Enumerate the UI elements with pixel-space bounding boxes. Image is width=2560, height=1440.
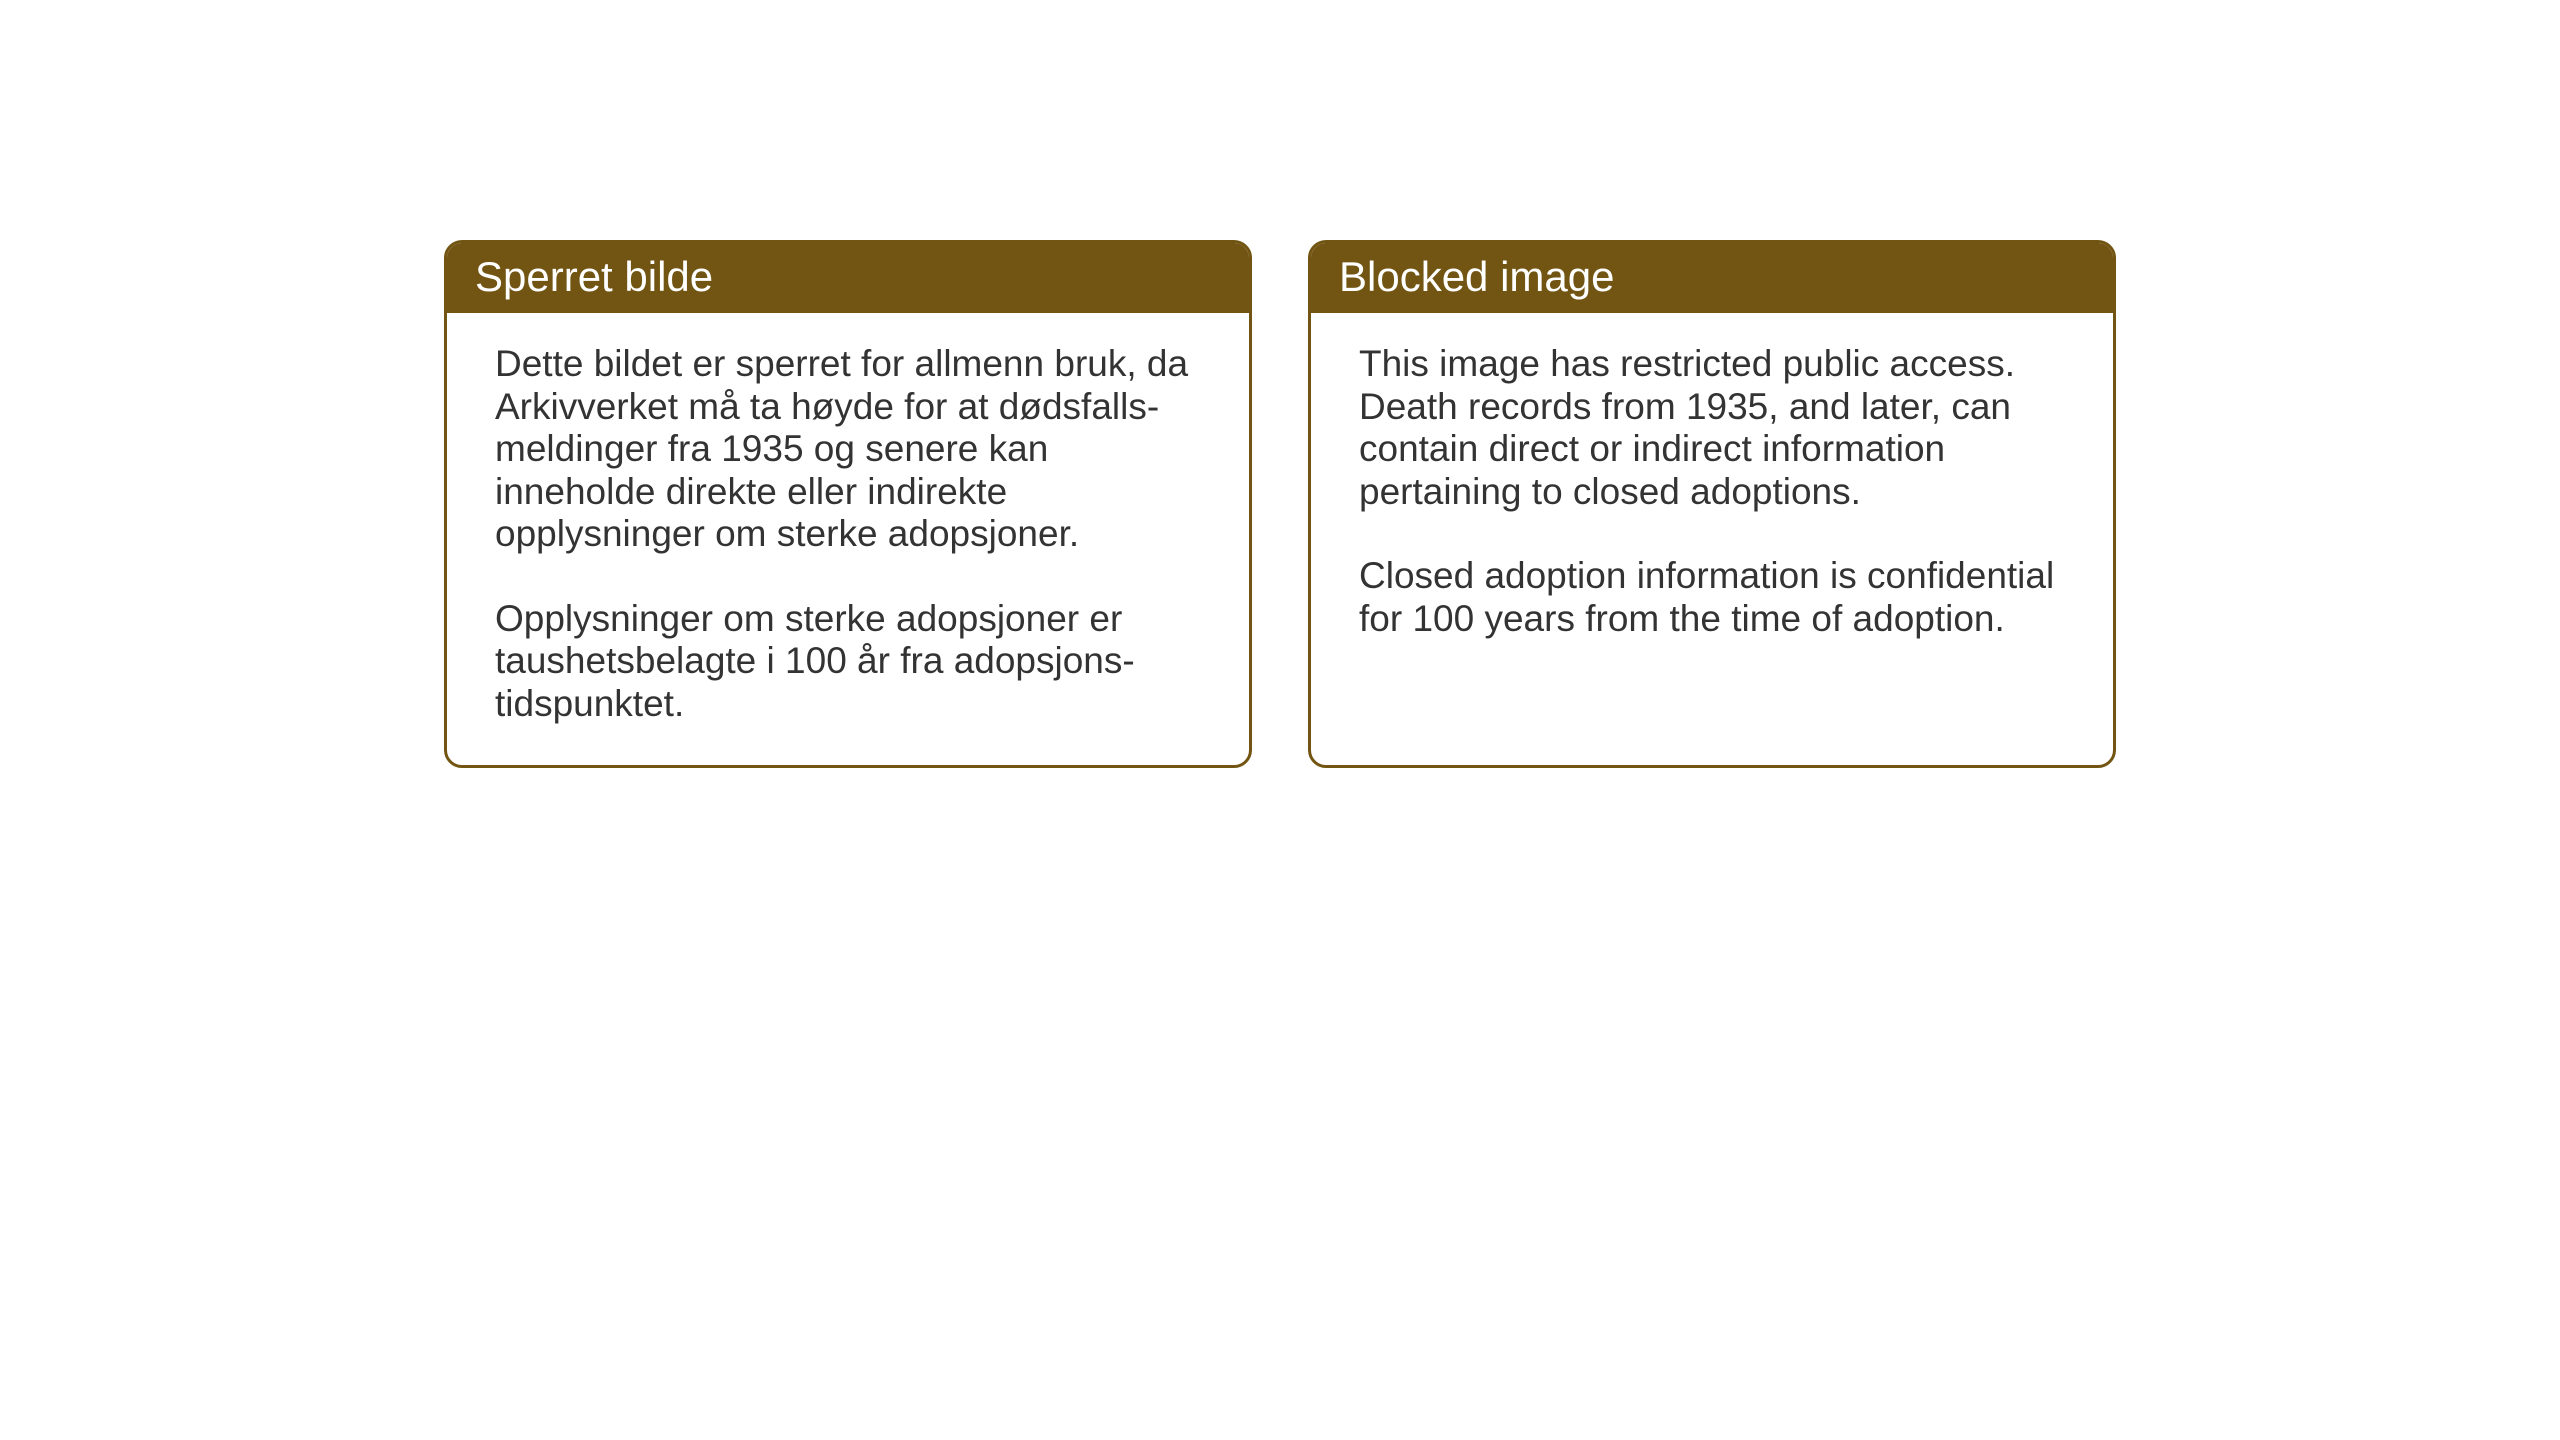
notice-card-english: Blocked image This image has restricted … <box>1308 240 2116 768</box>
card-text-norwegian-p2: Opplysninger om sterke adopsjoner er tau… <box>495 598 1201 726</box>
card-body-english: This image has restricted public access.… <box>1311 313 2113 680</box>
card-header-norwegian: Sperret bilde <box>447 243 1249 313</box>
card-text-english-p2: Closed adoption information is confident… <box>1359 555 2065 640</box>
card-title-norwegian: Sperret bilde <box>475 253 713 300</box>
card-body-norwegian: Dette bildet er sperret for allmenn bruk… <box>447 313 1249 765</box>
notice-cards-container: Sperret bilde Dette bildet er sperret fo… <box>444 240 2116 768</box>
card-text-english-p1: This image has restricted public access.… <box>1359 343 2065 513</box>
card-text-norwegian-p1: Dette bildet er sperret for allmenn bruk… <box>495 343 1201 556</box>
card-header-english: Blocked image <box>1311 243 2113 313</box>
card-title-english: Blocked image <box>1339 253 1614 300</box>
notice-card-norwegian: Sperret bilde Dette bildet er sperret fo… <box>444 240 1252 768</box>
